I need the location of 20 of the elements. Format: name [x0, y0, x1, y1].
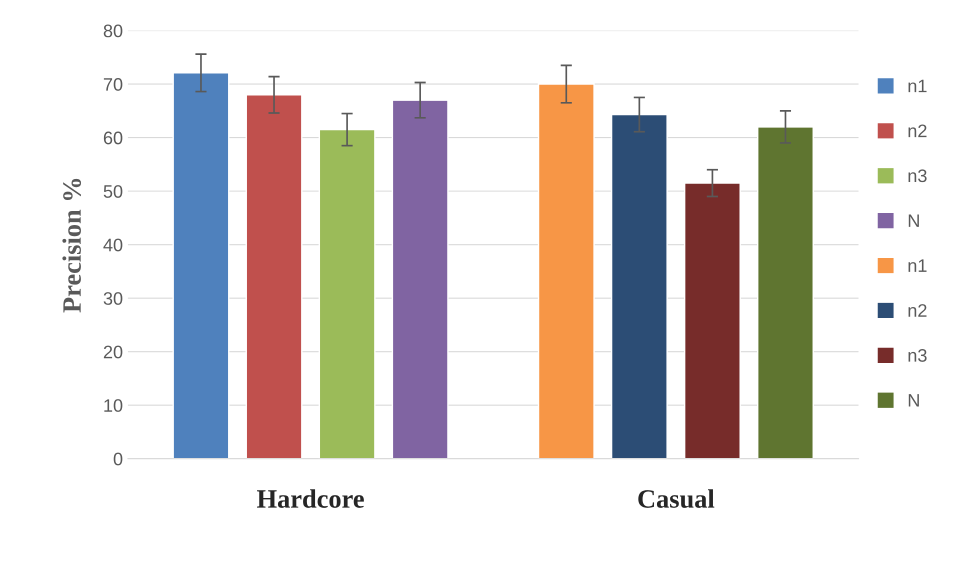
y-axis-title: Precision %	[62, 178, 82, 312]
legend-label: n3	[908, 169, 927, 182]
legend-label: n1	[908, 80, 927, 92]
y-tick-label: 10	[104, 399, 122, 412]
y-tick-label: 60	[104, 132, 122, 144]
y-tick-label: 30	[104, 292, 122, 305]
legend-label: n2	[908, 124, 927, 138]
x-tick-label: Hardcore	[257, 489, 364, 508]
y-tick-label: 80	[104, 24, 122, 38]
y-tick-label: 40	[103, 238, 122, 252]
legend-label: n3	[908, 349, 927, 362]
legend-label: N	[908, 214, 919, 227]
x-tick-label: Casual	[638, 489, 714, 508]
y-tick-label: 70	[104, 78, 122, 91]
legend-label: n2	[908, 304, 927, 317]
legend-label: N	[908, 394, 919, 407]
y-tick-label: 0	[114, 452, 122, 466]
legend-label: n1	[908, 259, 927, 272]
y-tick-label: 50	[104, 185, 122, 198]
y-tick-label: 20	[104, 346, 122, 358]
